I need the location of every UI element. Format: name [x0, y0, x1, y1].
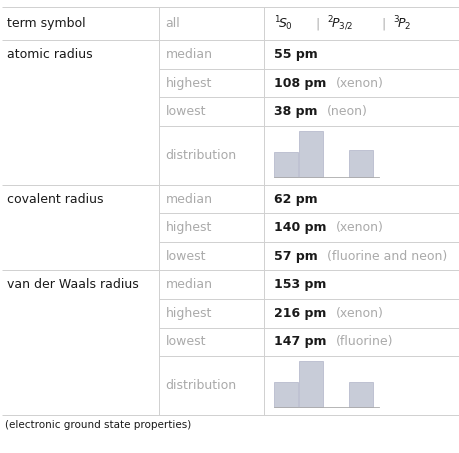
Text: 108 pm: 108 pm — [273, 77, 325, 90]
Text: covalent radius: covalent radius — [7, 193, 103, 206]
Text: 216 pm: 216 pm — [273, 307, 325, 320]
Text: (xenon): (xenon) — [335, 221, 383, 234]
Text: van der Waals radius: van der Waals radius — [7, 278, 138, 291]
Text: (xenon): (xenon) — [335, 77, 383, 90]
Text: |: | — [381, 17, 385, 30]
Bar — [298, 361, 322, 407]
Bar — [273, 382, 297, 407]
Text: lowest: lowest — [165, 250, 206, 263]
Text: $^{3}\!P_{2}$: $^{3}\!P_{2}$ — [392, 14, 410, 33]
Text: median: median — [165, 193, 212, 206]
Text: highest: highest — [165, 307, 212, 320]
Text: 57 pm: 57 pm — [273, 250, 317, 263]
Text: 55 pm: 55 pm — [273, 48, 317, 61]
Bar — [298, 131, 322, 177]
Text: $^{2}\!P_{3/2}$: $^{2}\!P_{3/2}$ — [326, 14, 352, 33]
Text: distribution: distribution — [165, 149, 236, 162]
Text: term symbol: term symbol — [7, 17, 85, 30]
Text: (neon): (neon) — [326, 105, 367, 118]
Text: highest: highest — [165, 77, 212, 90]
Text: (fluorine and neon): (fluorine and neon) — [326, 250, 446, 263]
Text: |: | — [314, 17, 319, 30]
Text: distribution: distribution — [165, 379, 236, 392]
Text: 147 pm: 147 pm — [273, 335, 325, 348]
Text: all: all — [165, 17, 180, 30]
Text: 38 pm: 38 pm — [273, 105, 317, 118]
Bar — [273, 152, 297, 177]
Text: (xenon): (xenon) — [335, 307, 383, 320]
Text: median: median — [165, 48, 212, 61]
Text: highest: highest — [165, 221, 212, 234]
Text: median: median — [165, 278, 212, 291]
Bar — [348, 382, 372, 407]
Text: (fluorine): (fluorine) — [335, 335, 392, 348]
Text: lowest: lowest — [165, 335, 206, 348]
Text: 140 pm: 140 pm — [273, 221, 325, 234]
Text: (electronic ground state properties): (electronic ground state properties) — [5, 420, 190, 430]
Text: 62 pm: 62 pm — [273, 193, 317, 206]
Text: lowest: lowest — [165, 105, 206, 118]
Text: 153 pm: 153 pm — [273, 278, 325, 291]
Text: $^{1}\!S_{0}$: $^{1}\!S_{0}$ — [273, 14, 292, 33]
Bar — [348, 150, 372, 177]
Text: atomic radius: atomic radius — [7, 48, 92, 61]
